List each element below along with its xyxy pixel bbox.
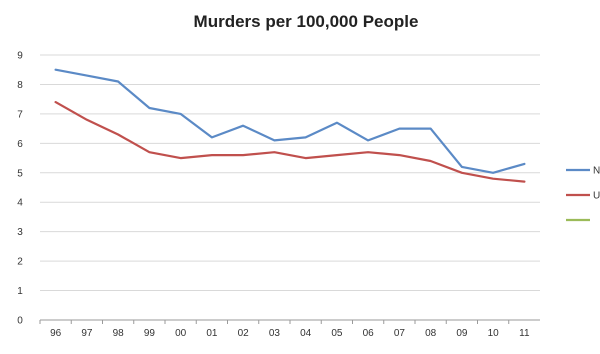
y-tick-label: 7 (17, 109, 23, 120)
x-tick-label: 98 (113, 328, 125, 339)
x-tick-label: 09 (456, 328, 468, 339)
x-tick-label: 06 (363, 328, 375, 339)
x-tick-label: 05 (331, 328, 343, 339)
legend-item: N (566, 166, 600, 177)
series-lines (56, 70, 525, 182)
y-tick-label: 3 (17, 227, 23, 238)
y-tick-label: 9 (17, 51, 23, 62)
x-tick-label: 96 (50, 328, 62, 339)
legend-label: U (593, 191, 600, 202)
chart-title: Murders per 100,000 People (194, 12, 419, 31)
x-tick-label: 02 (238, 328, 250, 339)
series-line-N (56, 70, 525, 173)
x-tick-label: 08 (425, 328, 437, 339)
gridlines (40, 55, 540, 320)
x-tick-label: 03 (269, 328, 281, 339)
y-tick-label: 5 (17, 168, 23, 179)
x-tick-label: 99 (144, 328, 156, 339)
legend: NU (566, 166, 600, 221)
x-tick-label: 01 (206, 328, 218, 339)
y-axis-ticks: 0 1 2 3 4 5 6 7 8 9 (17, 51, 23, 327)
x-tick-label: 00 (175, 328, 187, 339)
y-tick-label: 1 (17, 286, 23, 297)
x-tick-label: 10 (488, 328, 500, 339)
x-axis-ticks: 96 97 98 99 00 01 02 03 04 05 06 07 08 09 10 11 (40, 320, 530, 339)
x-tick-label: 07 (394, 328, 406, 339)
legend-label: N (593, 166, 600, 177)
y-tick-label: 0 (17, 316, 23, 327)
y-tick-label: 2 (17, 257, 23, 268)
y-tick-label: 4 (17, 198, 23, 209)
y-tick-label: 6 (17, 139, 23, 150)
y-tick-label: 8 (17, 80, 23, 91)
x-tick-label: 11 (519, 328, 530, 339)
x-tick-label: 04 (300, 328, 312, 339)
x-tick-label: 97 (81, 328, 93, 339)
legend-item: U (566, 191, 600, 202)
